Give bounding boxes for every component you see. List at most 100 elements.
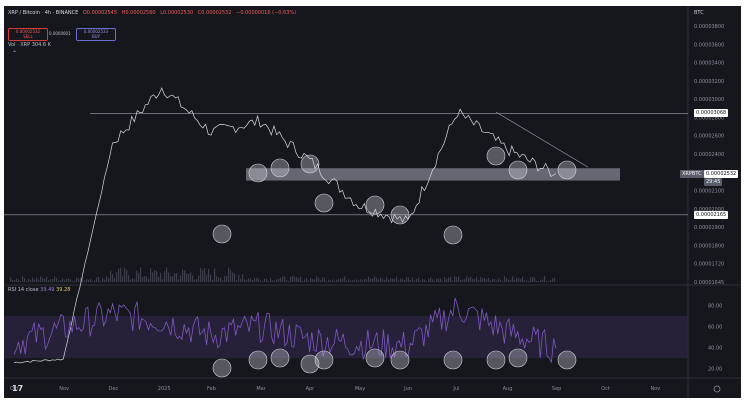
volume-bar — [550, 279, 552, 282]
time-tick-label: Apr — [306, 386, 316, 392]
volume-bar — [76, 277, 78, 282]
volume-bar — [508, 279, 510, 282]
buy-button[interactable]: 0.00002533 BUY — [76, 28, 116, 41]
volume-bar — [132, 278, 134, 282]
volume-bar — [148, 278, 150, 282]
volume-bar — [380, 277, 382, 282]
rsi-tick-label: 20.00 — [708, 367, 722, 373]
volume-bar — [282, 276, 284, 282]
volume-bar — [238, 274, 240, 282]
volume-bar — [370, 278, 372, 282]
rsi-legend[interactable]: RSI 14 close 39.49 39.28 — [8, 287, 70, 293]
volume-bar — [554, 277, 556, 282]
volume-bar — [228, 267, 230, 282]
tradingview-logo[interactable]: 17 — [12, 384, 23, 393]
volume-bar — [60, 280, 62, 282]
volume-bar — [422, 279, 424, 282]
ohlc-open: O0.00002545 — [82, 10, 118, 16]
lower-level-tag[interactable]: 0.00002165 — [694, 210, 729, 219]
chart-canvas[interactable]: 0.00003800 0.00003600 0.00003400 0.00003200… — [4, 6, 741, 398]
support-zone[interactable] — [246, 168, 620, 181]
volume-bar — [202, 270, 204, 282]
countdown-tag: 29:45 — [704, 177, 723, 186]
volume-bar — [94, 280, 96, 282]
time-tick-label: Mar — [256, 386, 266, 392]
volume-bar — [302, 280, 304, 282]
volume-bar — [62, 278, 64, 282]
volume-bar — [296, 277, 298, 282]
symbol-legend[interactable]: XRP / Bitcoin · 4h · BINANCE O0.00002545… — [8, 10, 299, 16]
volume-bar — [272, 280, 274, 282]
upper-level-tag[interactable]: 0.00003068 — [694, 109, 729, 118]
price-tick-label: 0.00001800 — [694, 243, 724, 249]
buy-price: 0.00002533 — [83, 29, 109, 34]
volume-bar — [18, 279, 20, 282]
volume-bar — [36, 277, 38, 282]
trend-line[interactable] — [495, 111, 589, 168]
volume-bar — [108, 277, 110, 282]
volume-bar — [110, 270, 112, 282]
sell-button[interactable]: 0.00002532 SELL — [8, 28, 48, 41]
volume-bar — [450, 277, 452, 282]
horizontal-levels[interactable] — [4, 111, 688, 216]
volume-bar — [258, 278, 260, 282]
time-tick-label: Nov — [650, 386, 660, 392]
volume-bar — [518, 277, 520, 282]
volume-bar — [184, 270, 186, 282]
volume-bar — [54, 276, 56, 282]
volume-bar — [248, 278, 250, 282]
volume-bar — [386, 277, 388, 282]
highlight-circles — [212, 146, 577, 378]
volume-bar — [412, 277, 414, 282]
volume-bar — [416, 278, 418, 282]
rsi-label[interactable]: RSI 14 close — [8, 287, 39, 293]
time-tick-label: Oct — [601, 386, 610, 392]
volume-bar — [20, 280, 22, 282]
volume-bar — [310, 277, 312, 282]
volume-bars — [10, 267, 556, 282]
collapse-chevron-icon[interactable]: ⌃ — [12, 50, 18, 57]
settings-icon[interactable] — [713, 385, 721, 393]
price-tick-label: 0.00001720 — [694, 262, 724, 268]
highlight-circle — [557, 160, 577, 180]
volume-bar — [538, 280, 540, 282]
highlight-circle — [248, 350, 268, 370]
volume-bar — [50, 279, 52, 282]
volume-legend[interactable]: Vol · XRP 304.6 K — [8, 42, 51, 48]
volume-bar — [392, 278, 394, 282]
volume-bar — [100, 280, 102, 282]
volume-bar — [398, 280, 400, 282]
price-tick-label: 0.00003000 — [694, 97, 724, 103]
volume-bar — [232, 272, 234, 282]
time-tick-label: 2025 — [158, 386, 171, 392]
volume-bar — [520, 279, 522, 282]
ohlc-close: C0.00002532 — [197, 10, 232, 16]
volume-bar — [446, 278, 448, 282]
price-tick-label: 0.00001900 — [694, 225, 724, 231]
volume-bar — [330, 280, 332, 282]
volume-bar — [276, 279, 278, 282]
volume-bar — [234, 273, 236, 282]
volume-bar — [284, 276, 286, 282]
volume-bar — [236, 280, 238, 282]
volume-bar — [400, 278, 402, 282]
volume-bar — [250, 278, 252, 282]
symbol-title[interactable]: XRP / Bitcoin · 4h · BINANCE — [8, 10, 79, 16]
volume-bar — [240, 278, 242, 282]
volume-bar — [534, 277, 536, 282]
volume-bar — [382, 278, 384, 282]
volume-bar — [160, 272, 162, 282]
volume-bar — [522, 276, 524, 282]
currency-label[interactable]: BTC — [694, 10, 704, 16]
volume-bar — [190, 272, 192, 282]
volume-bar — [324, 277, 326, 282]
volume-bar — [418, 277, 420, 282]
support-zone-rect[interactable] — [246, 168, 620, 181]
volume-bar — [524, 280, 526, 282]
volume-bar — [406, 277, 408, 282]
volume-bar — [488, 277, 490, 282]
volume-bar — [292, 276, 294, 282]
volume-bar — [206, 274, 208, 282]
volume-bar — [138, 272, 140, 282]
volume-bar — [306, 277, 308, 282]
